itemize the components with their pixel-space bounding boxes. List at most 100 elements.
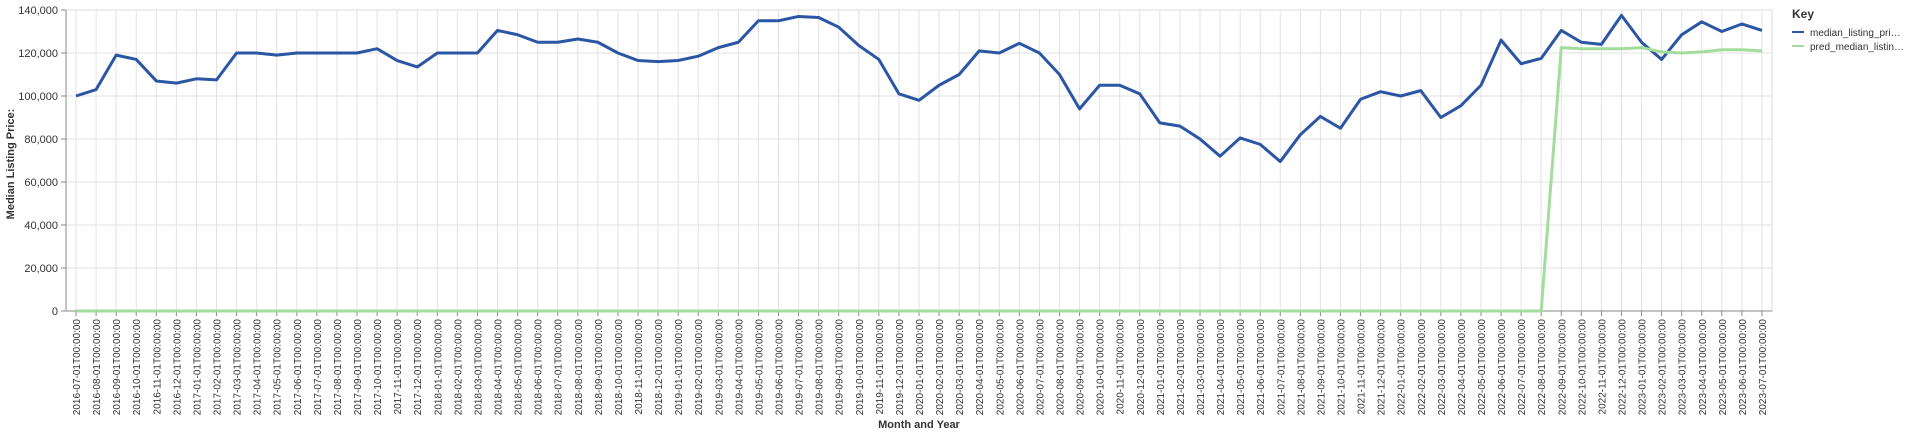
x-tick-label: 2022-11-01T00:00:00	[1597, 319, 1608, 415]
x-tick-label: 2020-08-01T00:00:00	[1055, 319, 1066, 416]
x-tick-label: 2019-05-01T00:00:00	[754, 319, 765, 416]
series-line	[75, 13, 1763, 164]
x-tick-label: 2020-11-01T00:00:00	[1116, 319, 1127, 415]
x-tick-label: 2022-09-01T00:00:00	[1557, 319, 1568, 416]
x-tick-label: 2019-04-01T00:00:00	[734, 319, 745, 416]
x-tick-label: 2020-04-01T00:00:00	[975, 319, 986, 416]
x-tick-label: 2016-08-01T00:00:00	[92, 319, 103, 416]
x-tick-label: 2022-01-01T00:00:00	[1397, 319, 1408, 416]
x-tick-label: 2022-06-01T00:00:00	[1497, 319, 1508, 416]
x-tick-label: 2018-01-01T00:00:00	[433, 319, 444, 416]
x-tick-label: 2017-11-01T00:00:00	[393, 319, 404, 415]
x-tick-label: 2021-08-01T00:00:00	[1296, 319, 1307, 416]
x-tick-label: 2023-06-01T00:00:00	[1738, 319, 1749, 416]
x-tick-label: 2018-04-01T00:00:00	[494, 319, 505, 416]
x-tick-label: 2017-02-01T00:00:00	[213, 319, 224, 416]
x-tick-label: 2017-05-01T00:00:00	[273, 319, 284, 416]
x-tick-label: 2018-10-01T00:00:00	[614, 319, 625, 416]
x-tick-label: 2021-06-01T00:00:00	[1256, 319, 1267, 416]
x-tick-label: 2018-02-01T00:00:00	[453, 319, 464, 416]
x-axis-title: Month and Year	[878, 419, 960, 431]
legend-label: median_listing_pri…	[1810, 28, 1901, 39]
x-tick-label: 2019-11-01T00:00:00	[875, 319, 886, 415]
x-tick-label: 2018-05-01T00:00:00	[514, 319, 525, 416]
y-tick-label: 120,000	[18, 48, 58, 60]
x-tick-label: 2020-09-01T00:00:00	[1076, 319, 1087, 416]
x-tick-label: 2017-07-01T00:00:00	[313, 319, 324, 416]
x-tick-label: 2017-06-01T00:00:00	[293, 319, 304, 416]
y-tick-label: 0	[52, 306, 58, 318]
x-tick-label: 2019-03-01T00:00:00	[714, 319, 725, 416]
x-tick-label: 2021-11-01T00:00:00	[1357, 319, 1368, 415]
x-tick-label: 2022-02-01T00:00:00	[1417, 319, 1428, 416]
y-tick-label: 140,000	[18, 5, 58, 17]
x-tick-label: 2020-05-01T00:00:00	[995, 319, 1006, 416]
x-tick-label: 2020-01-01T00:00:00	[915, 319, 926, 416]
x-tick-label: 2023-07-01T00:00:00	[1758, 319, 1769, 416]
x-tick-label: 2018-09-01T00:00:00	[594, 319, 605, 416]
x-tick-label: 2019-12-01T00:00:00	[895, 319, 906, 416]
x-tick-label: 2019-01-01T00:00:00	[674, 319, 685, 416]
x-tick-label: 2016-07-01T00:00:00	[72, 319, 83, 416]
x-tick-label: 2021-03-01T00:00:00	[1196, 319, 1207, 416]
x-tick-label: 2018-08-01T00:00:00	[574, 319, 585, 416]
x-tick-label: 2023-03-01T00:00:00	[1678, 319, 1689, 416]
x-tick-label: 2019-09-01T00:00:00	[835, 319, 846, 416]
x-tick-label: 2019-07-01T00:00:00	[795, 319, 806, 416]
x-tick-label: 2017-04-01T00:00:00	[253, 319, 264, 416]
x-tick-label: 2017-12-01T00:00:00	[413, 319, 424, 416]
x-tick-label: 2021-04-01T00:00:00	[1216, 319, 1227, 416]
x-tick-label: 2021-07-01T00:00:00	[1276, 319, 1287, 416]
x-tick-label: 2017-01-01T00:00:00	[192, 319, 203, 416]
x-tick-label: 2022-05-01T00:00:00	[1477, 319, 1488, 416]
x-tick-label: 2019-06-01T00:00:00	[775, 319, 786, 416]
x-tick-label: 2021-09-01T00:00:00	[1316, 319, 1327, 416]
x-tick-label: 2017-08-01T00:00:00	[333, 319, 344, 416]
x-tick-label: 2022-03-01T00:00:00	[1437, 319, 1448, 416]
x-tick-label: 2018-07-01T00:00:00	[554, 319, 565, 416]
x-tick-label: 2022-12-01T00:00:00	[1617, 319, 1628, 416]
x-tick-label: 2021-12-01T00:00:00	[1377, 319, 1388, 416]
x-tick-label: 2018-03-01T00:00:00	[473, 319, 484, 416]
x-tick-label: 2018-12-01T00:00:00	[654, 319, 665, 416]
x-tick-label: 2020-07-01T00:00:00	[1035, 319, 1046, 416]
x-tick-label: 2020-02-01T00:00:00	[935, 319, 946, 416]
x-tick-label: 2020-06-01T00:00:00	[1015, 319, 1026, 416]
series-line	[76, 46, 1763, 313]
y-tick-label: 80,000	[24, 134, 58, 146]
x-tick-label: 2022-04-01T00:00:00	[1457, 319, 1468, 416]
x-tick-label: 2023-04-01T00:00:00	[1698, 319, 1709, 416]
legend-label: pred_median_listin…	[1810, 42, 1904, 53]
x-tick-label: 2022-07-01T00:00:00	[1517, 319, 1528, 416]
x-tick-label: 2016-10-01T00:00:00	[132, 319, 143, 416]
x-tick-label: 2023-01-01T00:00:00	[1638, 319, 1649, 416]
x-tick-label: 2023-05-01T00:00:00	[1718, 319, 1729, 416]
y-tick-label: 40,000	[24, 220, 58, 232]
x-tick-label: 2021-01-01T00:00:00	[1156, 319, 1167, 416]
x-tick-label: 2020-10-01T00:00:00	[1096, 319, 1107, 416]
x-tick-label: 2023-02-01T00:00:00	[1658, 319, 1669, 416]
x-tick-label: 2019-08-01T00:00:00	[815, 319, 826, 416]
x-tick-label: 2017-03-01T00:00:00	[233, 319, 244, 416]
x-tick-label: 2016-12-01T00:00:00	[172, 319, 183, 416]
x-tick-label: 2021-10-01T00:00:00	[1336, 319, 1347, 416]
y-tick-label: 100,000	[18, 91, 58, 103]
x-tick-label: 2021-05-01T00:00:00	[1236, 319, 1247, 416]
x-tick-label: 2022-10-01T00:00:00	[1577, 319, 1588, 416]
x-tick-label: 2017-10-01T00:00:00	[373, 319, 384, 416]
x-tick-label: 2021-02-01T00:00:00	[1176, 319, 1187, 416]
x-tick-label: 2016-11-01T00:00:00	[152, 319, 163, 415]
x-tick-label: 2016-09-01T00:00:00	[112, 319, 123, 416]
x-tick-label: 2019-02-01T00:00:00	[694, 319, 705, 416]
x-tick-label: 2020-03-01T00:00:00	[955, 319, 966, 416]
legend-title: Key	[1792, 7, 1814, 21]
x-tick-label: 2017-09-01T00:00:00	[353, 319, 364, 416]
x-tick-label: 2018-06-01T00:00:00	[534, 319, 545, 416]
y-tick-label: 60,000	[24, 177, 58, 189]
y-axis-title: Median Listing Price:	[5, 109, 17, 220]
x-tick-label: 2019-10-01T00:00:00	[855, 319, 866, 416]
y-tick-label: 20,000	[24, 263, 58, 275]
x-tick-label: 2018-11-01T00:00:00	[634, 319, 645, 415]
x-tick-label: 2020-12-01T00:00:00	[1136, 319, 1147, 416]
